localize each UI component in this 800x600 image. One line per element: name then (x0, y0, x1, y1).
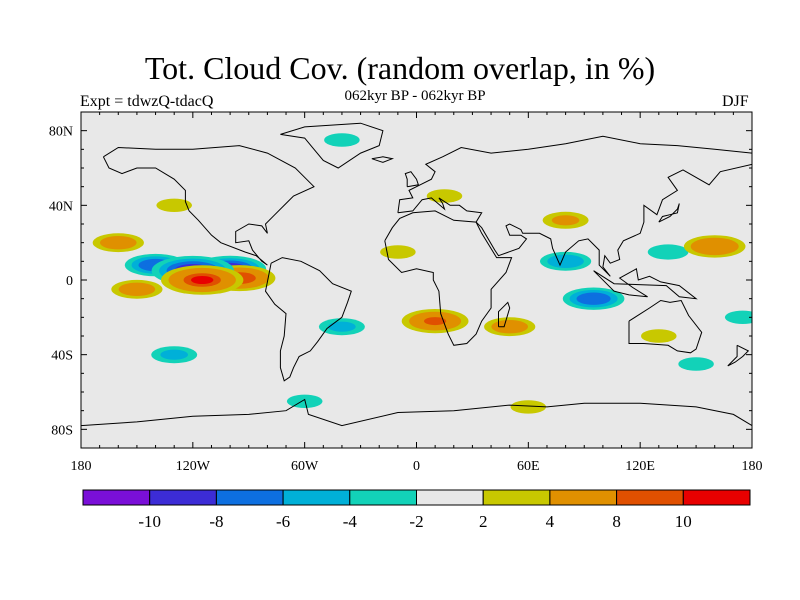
coastline-antarctica (81, 398, 752, 427)
colorbar-swatch (349, 489, 417, 506)
coastline-africa (384, 210, 513, 346)
coastline-south-america (264, 257, 352, 382)
anomaly-contour (554, 257, 577, 266)
colorbar-swatch (149, 489, 217, 506)
anomaly-contour (328, 321, 356, 332)
coastline-new-zealand (727, 344, 750, 367)
colorbar-label: -6 (276, 512, 290, 531)
colorbar-label: -4 (343, 512, 358, 531)
x-tick-label: 0 (413, 459, 420, 474)
chart-subtitle: 062kyr BP - 062kyr BP (344, 88, 486, 104)
axis-ticks: 180 120W 60W 0 60E 120E 180 80N 40N 0 40S 80S (49, 112, 763, 474)
colorbar-swatch (416, 489, 484, 506)
colorbar-swatch (282, 489, 351, 506)
anomaly-field (92, 133, 752, 414)
coastline-japan (658, 203, 680, 223)
anomaly-contour (678, 357, 714, 371)
colorbar-swatch (616, 489, 684, 506)
colorbar-label: 8 (612, 512, 621, 531)
coastline-indonesia (593, 268, 698, 300)
anomaly-contour (160, 349, 188, 360)
y-tick-label: 40S (51, 349, 73, 364)
colorbar-swatch (682, 489, 751, 506)
anomaly-contour (424, 317, 447, 326)
anomaly-contour (655, 247, 681, 257)
coastline-iceland (371, 156, 395, 163)
x-tick-label: 60W (291, 459, 319, 474)
coastlines (81, 122, 752, 427)
season-label: DJF (722, 93, 749, 110)
anomaly-contour (125, 285, 148, 294)
anomaly-contour (156, 198, 192, 212)
anomaly-contour (551, 215, 580, 226)
anomaly-contour (191, 276, 214, 284)
y-tick-label: 40N (49, 199, 73, 214)
anomaly-contour (107, 238, 130, 247)
coastline-madagascar (498, 301, 511, 328)
anomaly-contour (426, 189, 463, 203)
x-tick-label: 120E (625, 459, 655, 474)
anomaly-contour (324, 133, 360, 147)
colorbar-label: 2 (479, 512, 488, 531)
colorbar: -10 -8 -6 -4 -2 2 4 8 10 (82, 489, 751, 531)
x-tick-label: 180 (742, 459, 763, 474)
colorbar-swatch (482, 489, 551, 506)
coastline-british-isles (404, 171, 420, 188)
colorbar-label: 4 (546, 512, 555, 531)
anomaly-contour (583, 295, 604, 303)
x-tick-label: 180 (71, 459, 92, 474)
anomaly-contour (704, 242, 725, 251)
x-tick-label: 60E (517, 459, 540, 474)
experiment-label: Expt = tdwzQ-tdacQ (80, 93, 214, 110)
anomaly-contour (641, 329, 677, 343)
colorbar-swatch (549, 489, 618, 506)
colorbar-swatch (82, 489, 151, 506)
colorbar-label: -10 (138, 512, 161, 531)
anomaly-contour (380, 245, 416, 259)
coastline-australia (628, 299, 703, 354)
coastline-greenland (280, 122, 384, 169)
y-tick-label: 80S (51, 423, 73, 438)
colorbar-label: 10 (675, 512, 692, 531)
x-tick-label: 120W (176, 459, 211, 474)
y-tick-label: 80N (49, 125, 73, 140)
colorbar-label: -2 (409, 512, 423, 531)
anomaly-contour (510, 400, 547, 414)
anomaly-contour (724, 310, 752, 324)
colorbar-label: -8 (209, 512, 223, 531)
coastline-north-america (102, 145, 315, 266)
colorbar-swatch (215, 489, 284, 506)
chart-title: Tot. Cloud Cov. (random overlap, in %) (144, 50, 656, 86)
y-tick-label: 0 (66, 274, 73, 289)
coastline-eurasia (397, 135, 752, 277)
